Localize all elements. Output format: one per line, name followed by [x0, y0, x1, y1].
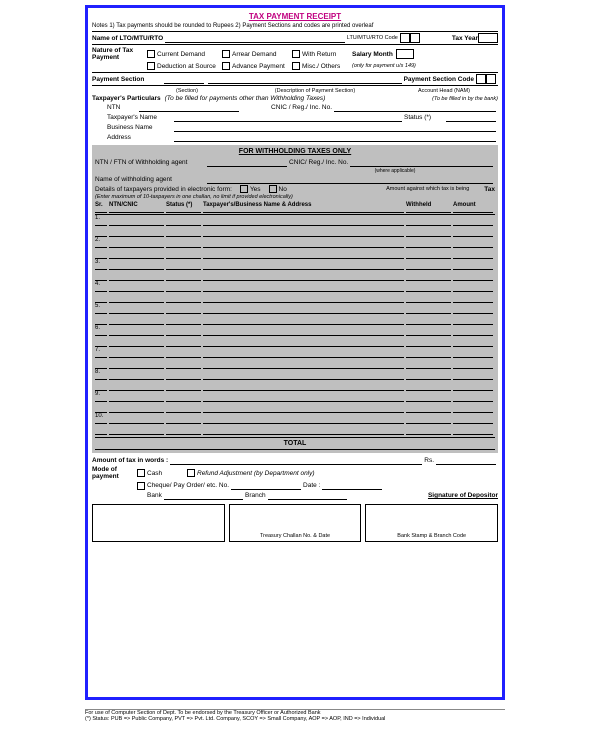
salary-box[interactable] — [396, 49, 414, 59]
sig-box-3[interactable]: Bank Stamp & Branch Code — [365, 504, 498, 542]
table-row[interactable] — [95, 248, 495, 259]
notes: Notes 1) Tax payments should be rounded … — [92, 23, 498, 29]
rs-field[interactable] — [436, 456, 496, 465]
address-row: Address — [92, 133, 498, 142]
table-row[interactable]: 3. — [95, 259, 495, 270]
payment-code-label: Payment Section Code — [404, 76, 474, 83]
particulars-header: Taxpayer's Particulars (To be filled for… — [92, 95, 498, 102]
payment-section-sub: (Section) (Description of Payment Sectio… — [92, 88, 498, 94]
ntn-field[interactable] — [139, 103, 239, 112]
table-row[interactable]: 4. — [95, 281, 495, 292]
agent-cnic-field[interactable] — [350, 158, 493, 167]
table-row[interactable] — [95, 336, 495, 347]
checkbox-cash[interactable] — [137, 469, 145, 477]
form-container: TAX PAYMENT RECEIPT Notes 1) Tax payment… — [85, 5, 505, 700]
nature-row1: Nature of Tax Payment Current Demand Arr… — [92, 47, 498, 61]
section-field[interactable] — [164, 75, 204, 84]
lto-field[interactable] — [165, 34, 345, 43]
business-field[interactable] — [174, 123, 496, 132]
sig-box-2[interactable]: Treasury Challan No. & Date — [229, 504, 362, 542]
particulars-label: Taxpayer's Particulars — [92, 95, 161, 102]
table-row[interactable]: 6. — [95, 325, 495, 336]
section-desc-field[interactable] — [208, 75, 402, 84]
checkbox-refund[interactable] — [187, 469, 195, 477]
footer-use: For use of Computer Section of Dept. To … — [85, 709, 505, 716]
form-title: TAX PAYMENT RECEIPT — [92, 12, 498, 21]
date-field[interactable] — [322, 481, 382, 490]
address-field[interactable] — [174, 133, 496, 142]
mode-row3: Bank Branch Signature of Depositor — [92, 491, 498, 500]
signature-boxes: Treasury Challan No. & Date Bank Stamp &… — [92, 504, 498, 542]
cnic-field[interactable] — [334, 103, 496, 112]
checkbox-misc[interactable] — [292, 62, 300, 70]
salary-note: (only for payment u/s 149) — [352, 63, 416, 69]
salary-label: Salary Month — [352, 51, 393, 58]
branch-field[interactable] — [268, 491, 347, 500]
lto-row: Name of LTO/MTU/RTO LTU/MTU/RTO Code Tax… — [92, 31, 498, 45]
table-row[interactable] — [95, 226, 495, 237]
withholding-section: FOR WITHHOLDING TAXES ONLY NTN / FTN of … — [92, 145, 498, 453]
table-row[interactable] — [95, 402, 495, 413]
mode-row1: Mode of payment Cash Refund Adjustment (… — [92, 466, 498, 480]
checkbox-cheque[interactable] — [137, 482, 145, 490]
agent-name-field[interactable] — [207, 175, 493, 184]
total-row: TOTAL — [95, 437, 495, 450]
details-note: (Enter maximum of 10-taxpayers in one ch… — [95, 194, 495, 200]
checkbox-return[interactable] — [292, 50, 300, 58]
agent-ntn-row: NTN / FTN of Withholding agent CNIC/ Reg… — [95, 158, 495, 167]
table-row[interactable] — [95, 424, 495, 435]
table-row[interactable]: 9. — [95, 391, 495, 402]
name-row: Taxpayer's Name Status (*) — [92, 113, 498, 122]
name-field[interactable] — [174, 113, 402, 122]
amount-words-field[interactable] — [170, 456, 422, 465]
footer: For use of Computer Section of Dept. To … — [85, 709, 505, 722]
checkbox-arrear[interactable] — [222, 50, 230, 58]
ntn-row: NTN CNIC / Reg./ Inc. No. — [92, 103, 498, 112]
table-body: 1. 2. 3. 4. 5. 6. 7. 8. 9. 10. — [95, 215, 495, 435]
mode-row2: Cheque/ Pay Order/ etc. No. Date : — [92, 481, 498, 490]
agent-name-row: Name of withholding agent — [95, 175, 495, 184]
payment-code-boxes[interactable] — [476, 74, 496, 84]
table-row[interactable]: 10. — [95, 413, 495, 424]
checkbox-yes[interactable] — [240, 185, 248, 193]
table-row[interactable]: 2. — [95, 237, 495, 248]
checkbox-no[interactable] — [269, 185, 277, 193]
payment-section-row: Payment Section Payment Section Code — [92, 72, 498, 86]
footer-status: (*) Status: PUB => Public Company, PVT =… — [85, 716, 505, 722]
status-field[interactable] — [446, 113, 496, 122]
table-row[interactable]: 1. — [95, 215, 495, 226]
tax-year-box[interactable] — [478, 33, 498, 43]
table-row[interactable] — [95, 270, 495, 281]
table-row[interactable] — [95, 314, 495, 325]
checkbox-current[interactable] — [147, 50, 155, 58]
agent-cnic-note: (where applicable) — [95, 168, 495, 174]
checkbox-advance[interactable] — [222, 62, 230, 70]
withholding-title: FOR WITHHOLDING TAXES ONLY — [95, 148, 495, 155]
details-row: Details of taxpayers provided in electro… — [95, 185, 495, 193]
business-row: Business Name — [92, 123, 498, 132]
table-row[interactable] — [95, 292, 495, 303]
lto-code-boxes[interactable] — [400, 33, 420, 43]
agent-ntn-field[interactable] — [207, 158, 287, 167]
bank-field[interactable] — [164, 491, 243, 500]
nature-label: Nature of Tax Payment — [92, 47, 147, 61]
cheque-field[interactable] — [231, 481, 301, 490]
checkbox-deduction[interactable] — [147, 62, 155, 70]
tax-year-label: Tax Year — [452, 35, 478, 42]
table-row[interactable]: 5. — [95, 303, 495, 314]
table-row[interactable]: 8. — [95, 369, 495, 380]
amount-words-row: Amount of tax in words : Rs. — [92, 456, 498, 465]
nature-row2: Deduction at Source Advance Payment Misc… — [92, 62, 498, 70]
name-lto-label: Name of LTO/MTU/RTO — [92, 35, 163, 42]
sig-box-1[interactable] — [92, 504, 225, 542]
payment-section-label: Payment Section — [92, 76, 162, 83]
table-row[interactable] — [95, 380, 495, 391]
table-header: Sr. NTN/CNIC Status (*) Taxpayer's/Busin… — [95, 201, 495, 215]
lto-code-label: LTU/MTU/RTO Code — [347, 35, 398, 41]
table-row[interactable] — [95, 358, 495, 369]
table-row[interactable]: 7. — [95, 347, 495, 358]
